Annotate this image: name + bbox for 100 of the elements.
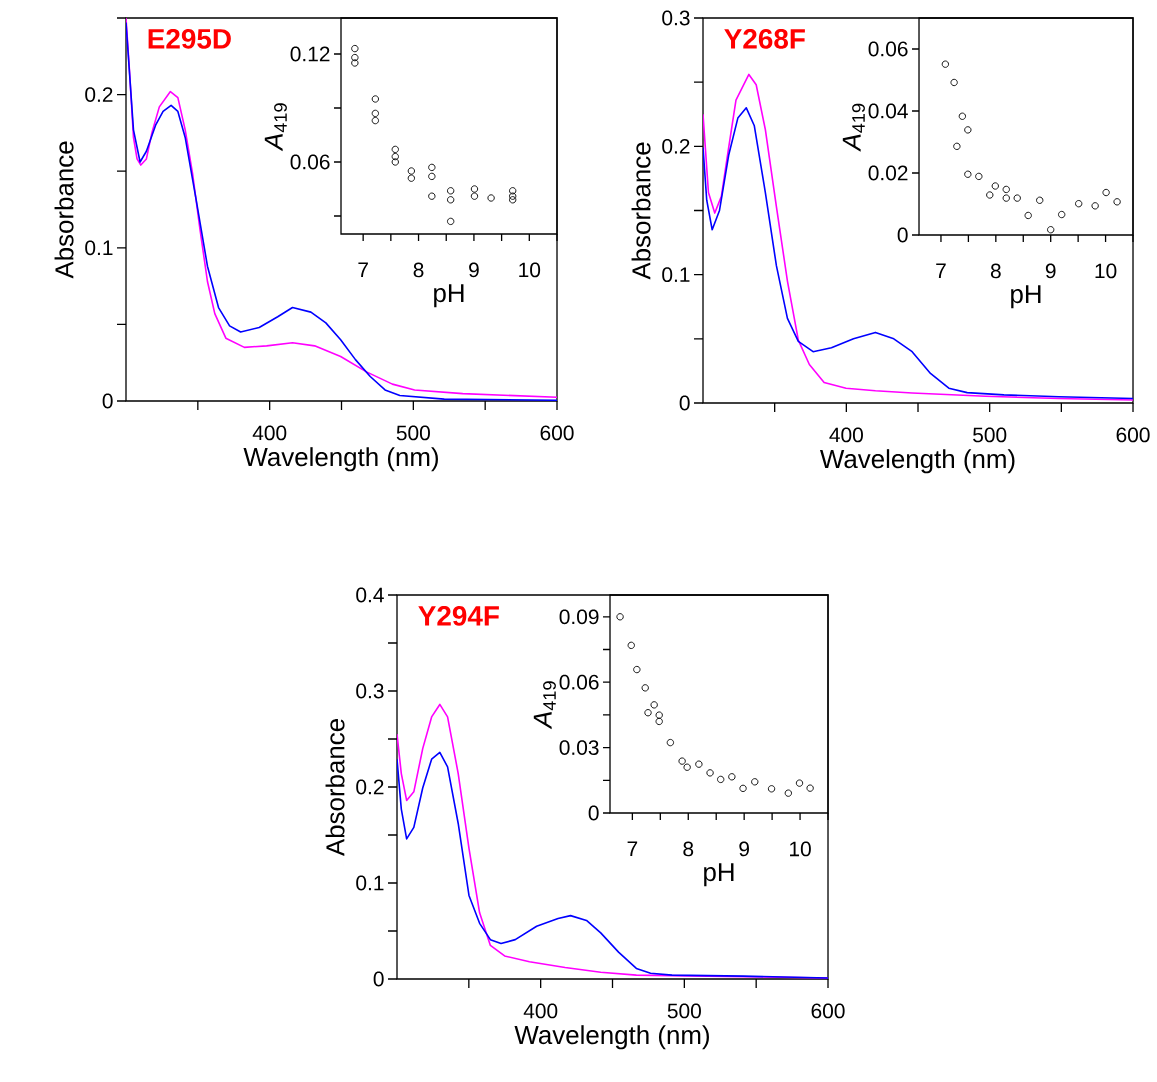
x-tick-label: 400	[252, 425, 287, 441]
x-tick-label: 400	[829, 427, 863, 443]
x-tick-label: 8	[413, 262, 424, 278]
point	[633, 665, 641, 674]
x-tick-label: 10	[1095, 263, 1117, 279]
x-axis-title: pH	[704, 863, 734, 887]
point	[991, 182, 999, 190]
x-tick-label: 7	[627, 841, 638, 856]
point	[1091, 202, 1099, 210]
point	[795, 779, 804, 787]
point	[941, 60, 949, 68]
point	[428, 163, 436, 172]
y-tick-label: 0	[588, 805, 599, 821]
y-tick-label: 0.06	[559, 674, 599, 690]
y-tick-label: 0.1	[662, 267, 690, 283]
x-tick-label: 7	[358, 262, 368, 277]
point	[706, 769, 714, 777]
point	[953, 142, 961, 150]
chart-title: E295D	[148, 28, 231, 49]
point	[958, 112, 967, 120]
x-tick-label: 9	[469, 262, 479, 278]
y-tick-label: 0	[897, 227, 908, 243]
x-tick-label: 600	[1116, 427, 1150, 443]
point	[470, 185, 479, 193]
y-axis-title: A$_{419}$	[842, 103, 865, 152]
x-tick-label: 500	[396, 425, 430, 441]
y-tick-label: 0.06	[290, 154, 330, 170]
point	[986, 191, 994, 199]
x-tick-label: 8	[990, 263, 1001, 279]
point	[950, 78, 958, 87]
point	[1036, 196, 1044, 204]
point	[447, 217, 455, 226]
x-axis-title: pH	[434, 284, 464, 308]
point	[975, 172, 983, 181]
x-axis-title: Wavelength (nm)	[514, 1025, 709, 1050]
x-tick-label: 10	[519, 262, 541, 278]
point	[666, 738, 675, 747]
point	[806, 784, 814, 792]
point	[964, 126, 972, 134]
x-tick-label: 500	[973, 427, 1007, 443]
point	[616, 613, 624, 621]
point	[509, 187, 517, 195]
point	[351, 59, 359, 67]
y-tick-label: 0.2	[356, 779, 384, 795]
chart-title: Y268F	[724, 29, 805, 49]
point	[650, 701, 658, 709]
point	[695, 760, 703, 768]
point	[371, 109, 379, 118]
point	[407, 174, 415, 182]
y-tick-label: 0.06	[868, 41, 908, 57]
point	[509, 192, 517, 200]
point	[351, 44, 359, 53]
y-tick-label: 0.3	[662, 10, 690, 26]
y-tick-label: 0.1	[85, 240, 113, 256]
x-tick-label: 9	[1045, 263, 1056, 279]
y-tick-label: 0.2	[662, 138, 690, 154]
point	[391, 145, 399, 154]
y-tick-label: 0	[102, 393, 113, 409]
point	[371, 95, 379, 103]
point	[391, 158, 399, 166]
point	[655, 717, 663, 726]
point	[1047, 226, 1055, 234]
point	[644, 709, 652, 717]
x-tick-label: 500	[667, 1003, 701, 1019]
point	[641, 684, 649, 692]
y-tick-label: 0.09	[559, 609, 599, 625]
point	[447, 187, 455, 195]
x-tick-label: 600	[811, 1003, 845, 1019]
point	[351, 53, 359, 62]
point	[428, 172, 436, 181]
point	[470, 192, 479, 200]
y-tick-label: 0.04	[868, 103, 908, 119]
point	[751, 778, 759, 786]
y-tick-label: 0.02	[868, 165, 908, 181]
point	[1058, 210, 1066, 219]
y-axis-title: Absorbance	[54, 141, 74, 279]
point	[627, 641, 635, 649]
y-tick-label: 0	[373, 971, 384, 987]
x-tick-label: 400	[523, 1003, 558, 1019]
point	[678, 757, 686, 765]
point	[1002, 194, 1010, 202]
point	[739, 784, 747, 793]
x-tick-label: 600	[540, 425, 574, 441]
y-axis-title: A$_{419}$	[533, 681, 556, 730]
y-tick-label: 0	[679, 395, 690, 411]
point	[407, 167, 415, 175]
x-tick-label: 7	[936, 263, 946, 278]
point	[447, 196, 455, 204]
point	[728, 773, 736, 781]
point	[1075, 200, 1083, 208]
point	[1002, 185, 1010, 194]
x-tick-label: 10	[790, 841, 811, 857]
x-axis-title: pH	[1011, 285, 1041, 309]
x-tick-label: 8	[683, 841, 694, 857]
point	[767, 785, 776, 793]
chart-title: Y294F	[418, 605, 499, 626]
y-axis-title: Absorbance	[631, 142, 651, 280]
y-axis-title: Absorbance	[325, 719, 345, 857]
point	[1102, 188, 1110, 197]
point	[1024, 211, 1032, 220]
